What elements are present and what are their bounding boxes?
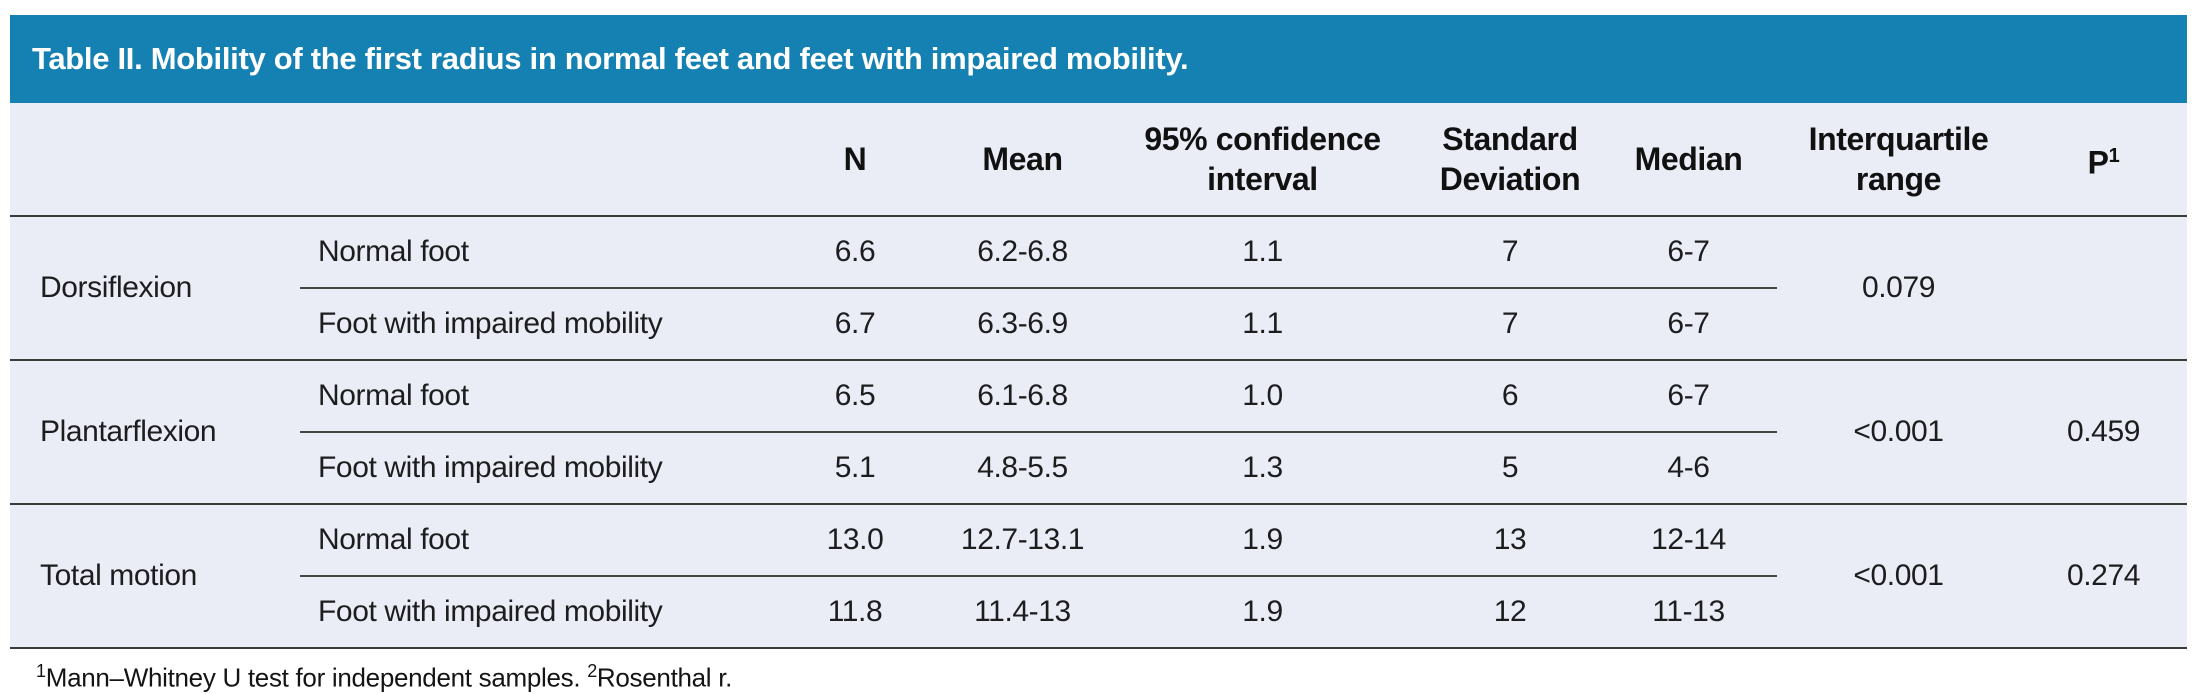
footnote-superscript-1: 1 (36, 661, 46, 681)
cell-median: 6-7 (1600, 216, 1777, 289)
col-header-standard-deviation: Standard Deviation (1420, 103, 1600, 217)
cell-ci: 1.9 (1105, 576, 1420, 649)
table-row-total-motion-normal: Total motion Normal foot 13.0 12.7-13.1 … (10, 504, 2187, 649)
cell-n: 6.5 (770, 360, 940, 433)
table-title: Table II. Mobility of the first radius i… (32, 41, 1189, 76)
cell-n: 5.1 (770, 432, 940, 505)
cell-median: 12-14 (1600, 504, 1777, 577)
footnote-text-2: Rosenthal r. (596, 662, 733, 693)
cell-sd: 13 (1420, 504, 1600, 577)
cell-sd: 7 (1420, 216, 1600, 289)
cell-interquartile: <0.001 (1777, 504, 2020, 649)
row-label: Foot with impaired mobility (300, 576, 770, 649)
table-row-total-motion-impaired: Foot with impaired mobility 11.8 11.4-13… (10, 576, 2187, 649)
cell-sd: 7 (1420, 288, 1600, 361)
row-label: Foot with impaired mobility (300, 288, 770, 361)
footnote: 1Mann–Whitney U test for independent sam… (10, 649, 2187, 694)
cell-interquartile: <0.001 (1777, 360, 2020, 505)
cell-mean: 6.3-6.9 (940, 288, 1105, 361)
mobility-data-table: N Mean 95% confidence interval Standard … (10, 103, 2187, 649)
table-row-dorsiflexion-normal: Dorsiflexion Normal foot 6.6 6.2-6.8 1.1… (10, 216, 2187, 361)
cell-mean: 6.2-6.8 (940, 216, 1105, 289)
cell-ci: 1.9 (1105, 504, 1420, 577)
col-header-confidence-interval: 95% confidence interval (1105, 103, 1420, 217)
table-row-plantarflexion-normal: Plantarflexion Normal foot 6.5 6.1-6.8 1… (10, 360, 2187, 505)
cell-sd: 5 (1420, 432, 1600, 505)
table-row-plantarflexion-impaired: Foot with impaired mobility 5.1 4.8-5.5 … (10, 432, 2187, 505)
cell-median: 6-7 (1600, 288, 1777, 361)
cell-ci: 1.1 (1105, 216, 1420, 289)
cell-n: 13.0 (770, 504, 940, 577)
cell-mean: 4.8-5.5 (940, 432, 1105, 505)
p-superscript: 1 (2108, 144, 2120, 167)
row-label: Normal foot (300, 360, 770, 433)
cell-mean: 12.7-13.1 (940, 504, 1105, 577)
table-figure: Table II. Mobility of the first radius i… (10, 15, 2187, 694)
cell-median: 6-7 (1600, 360, 1777, 433)
cell-median: 4-6 (1600, 432, 1777, 505)
table-title-bar: Table II. Mobility of the first radius i… (10, 15, 2187, 103)
cell-mean: 6.1-6.8 (940, 360, 1105, 433)
header-blank-cell (10, 103, 770, 217)
cell-n: 6.6 (770, 216, 940, 289)
cell-p (2020, 216, 2187, 361)
row-label: Foot with impaired mobility (300, 432, 770, 505)
cell-p: 0.274 (2020, 504, 2187, 649)
group-label-plantarflexion: Plantarflexion (10, 360, 300, 505)
cell-n: 6.7 (770, 288, 940, 361)
col-header-median: Median (1600, 103, 1777, 217)
table-row-dorsiflexion-impaired: Foot with impaired mobility 6.7 6.3-6.9 … (10, 288, 2187, 361)
footnote-superscript-2: 2 (587, 661, 597, 681)
p-label: P (2087, 144, 2109, 181)
col-header-n: N (770, 103, 940, 217)
cell-sd: 12 (1420, 576, 1600, 649)
cell-ci: 1.1 (1105, 288, 1420, 361)
row-label: Normal foot (300, 216, 770, 289)
cell-n: 11.8 (770, 576, 940, 649)
col-header-p: P1 (2020, 103, 2187, 217)
cell-median: 11-13 (1600, 576, 1777, 649)
cell-sd: 6 (1420, 360, 1600, 433)
col-header-interquartile-range: Interquartile range (1777, 103, 2020, 217)
row-label: Normal foot (300, 504, 770, 577)
group-label-dorsiflexion: Dorsiflexion (10, 216, 300, 361)
footnote-text-1: Mann–Whitney U test for independent samp… (45, 662, 588, 693)
group-label-total-motion: Total motion (10, 504, 300, 649)
cell-mean: 11.4-13 (940, 576, 1105, 649)
cell-interquartile: 0.079 (1777, 216, 2020, 361)
col-header-mean: Mean (940, 103, 1105, 217)
header-row: N Mean 95% confidence interval Standard … (10, 103, 2187, 217)
cell-p: 0.459 (2020, 360, 2187, 505)
cell-ci: 1.0 (1105, 360, 1420, 433)
cell-ci: 1.3 (1105, 432, 1420, 505)
